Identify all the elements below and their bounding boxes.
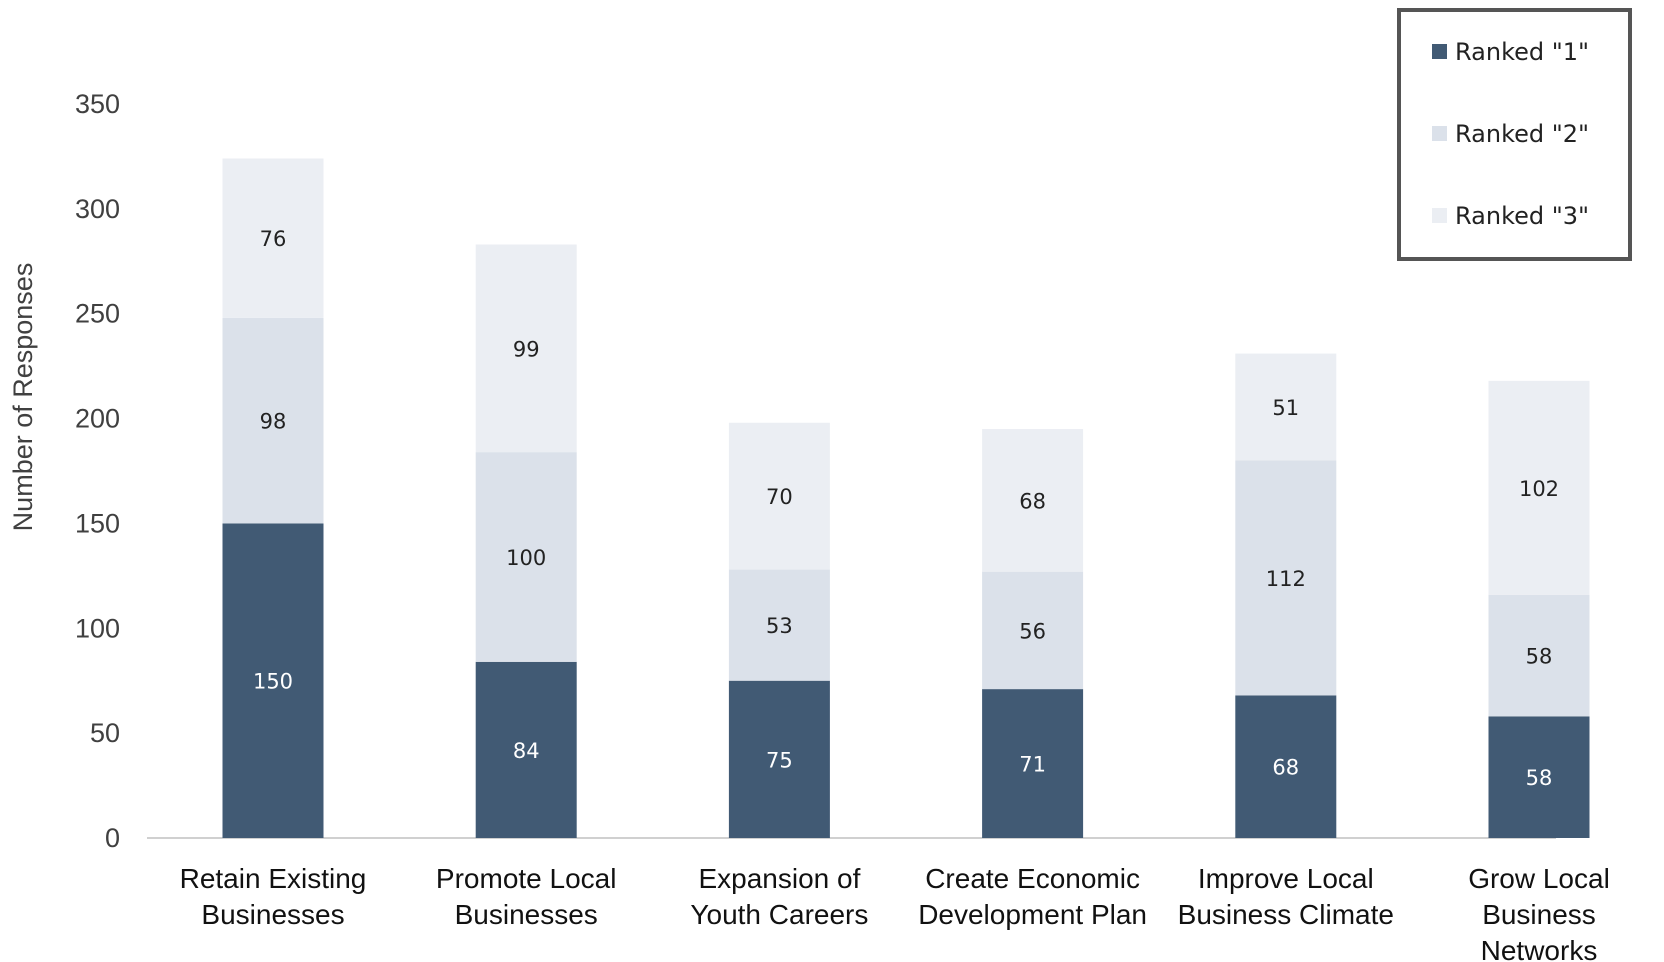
- data-label: 112: [1266, 567, 1306, 591]
- data-label: 71: [1019, 753, 1046, 777]
- data-label: 56: [1019, 619, 1046, 643]
- bar-segment-3: [1235, 353, 1337, 461]
- bar-segment-2: [982, 571, 1084, 690]
- bars: 150 98 76 84 100 99 75 53 70 71 56 68 68 112 51 58 58 102: [222, 158, 1590, 838]
- bar-segment-2: [222, 317, 324, 524]
- y-tick-label: 150: [75, 508, 120, 538]
- legend-swatch: [1432, 208, 1447, 223]
- data-label: 53: [766, 614, 793, 638]
- bar-segment-2: [728, 569, 830, 681]
- y-tick-label: 0: [105, 823, 120, 853]
- bar-segment-3: [728, 422, 830, 570]
- y-tick-label: 100: [75, 613, 120, 643]
- y-tick-label: 50: [90, 718, 120, 748]
- x-axis-categories: Retain Existing Businesses Promote Local Bu…: [180, 863, 1610, 962]
- bar-segment-1: [475, 661, 577, 838]
- bar-segment-3: [982, 429, 1084, 572]
- data-label: 84: [513, 739, 540, 763]
- data-label: 70: [766, 485, 793, 509]
- bar-segment-3: [475, 244, 577, 453]
- y-tick-label: 250: [75, 299, 120, 329]
- data-label: 99: [513, 337, 540, 361]
- x-tick-label: Grow Local: [1468, 863, 1610, 894]
- legend: Ranked "1" Ranked "2" Ranked "3": [1397, 8, 1632, 261]
- legend-swatch: [1432, 44, 1447, 59]
- y-tick-label: 350: [75, 89, 120, 119]
- bar-segment-3: [222, 158, 324, 318]
- x-tick-label: Create Economic: [925, 863, 1140, 894]
- y-tick-label: 200: [75, 404, 120, 434]
- legend-swatch: [1432, 126, 1447, 141]
- x-tick-label: Expansion of: [698, 863, 860, 894]
- x-tick-label: Businesses: [201, 899, 344, 930]
- x-tick-label: Business Climate: [1178, 899, 1394, 930]
- x-tick-label: Youth Careers: [690, 899, 868, 930]
- legend-label: Ranked "3": [1455, 202, 1589, 230]
- data-label: 75: [766, 748, 793, 772]
- data-label: 76: [260, 227, 287, 251]
- bar-segment-3: [1488, 380, 1590, 595]
- y-axis-label: Number of Responses: [8, 263, 38, 532]
- bar-segment-1: [728, 680, 830, 838]
- x-tick-label: Business: [1482, 899, 1596, 930]
- x-tick-label: Businesses: [455, 899, 598, 930]
- x-tick-label: Retain Existing: [180, 863, 367, 894]
- data-label: 68: [1272, 756, 1299, 780]
- x-tick-label: Development Plan: [918, 899, 1147, 930]
- bar-segment-1: [1235, 695, 1337, 838]
- data-label: 100: [506, 546, 546, 570]
- data-label: 58: [1526, 645, 1553, 669]
- data-label: 102: [1519, 477, 1559, 501]
- x-tick-label: Networks: [1481, 935, 1598, 962]
- bar-segment-2: [1235, 460, 1337, 696]
- legend-label: Ranked "1": [1455, 38, 1589, 66]
- data-label: 68: [1019, 489, 1046, 513]
- data-label: 58: [1526, 766, 1553, 790]
- data-label: 98: [260, 410, 287, 434]
- bar-segment-1: [982, 689, 1084, 838]
- y-tick-label: 300: [75, 194, 120, 224]
- bar-segment-2: [475, 452, 577, 662]
- legend-label: Ranked "2": [1455, 120, 1589, 148]
- data-label: 51: [1272, 396, 1299, 420]
- bar-segment-2: [1488, 594, 1590, 717]
- x-tick-label: Promote Local: [436, 863, 617, 894]
- bar-segment-1: [1488, 716, 1590, 838]
- bar-segment-1: [222, 523, 324, 838]
- y-axis: 0 50 100 150 200 250 300 350: [75, 89, 120, 853]
- x-tick-label: Improve Local: [1198, 863, 1374, 894]
- data-label: 150: [253, 670, 293, 694]
